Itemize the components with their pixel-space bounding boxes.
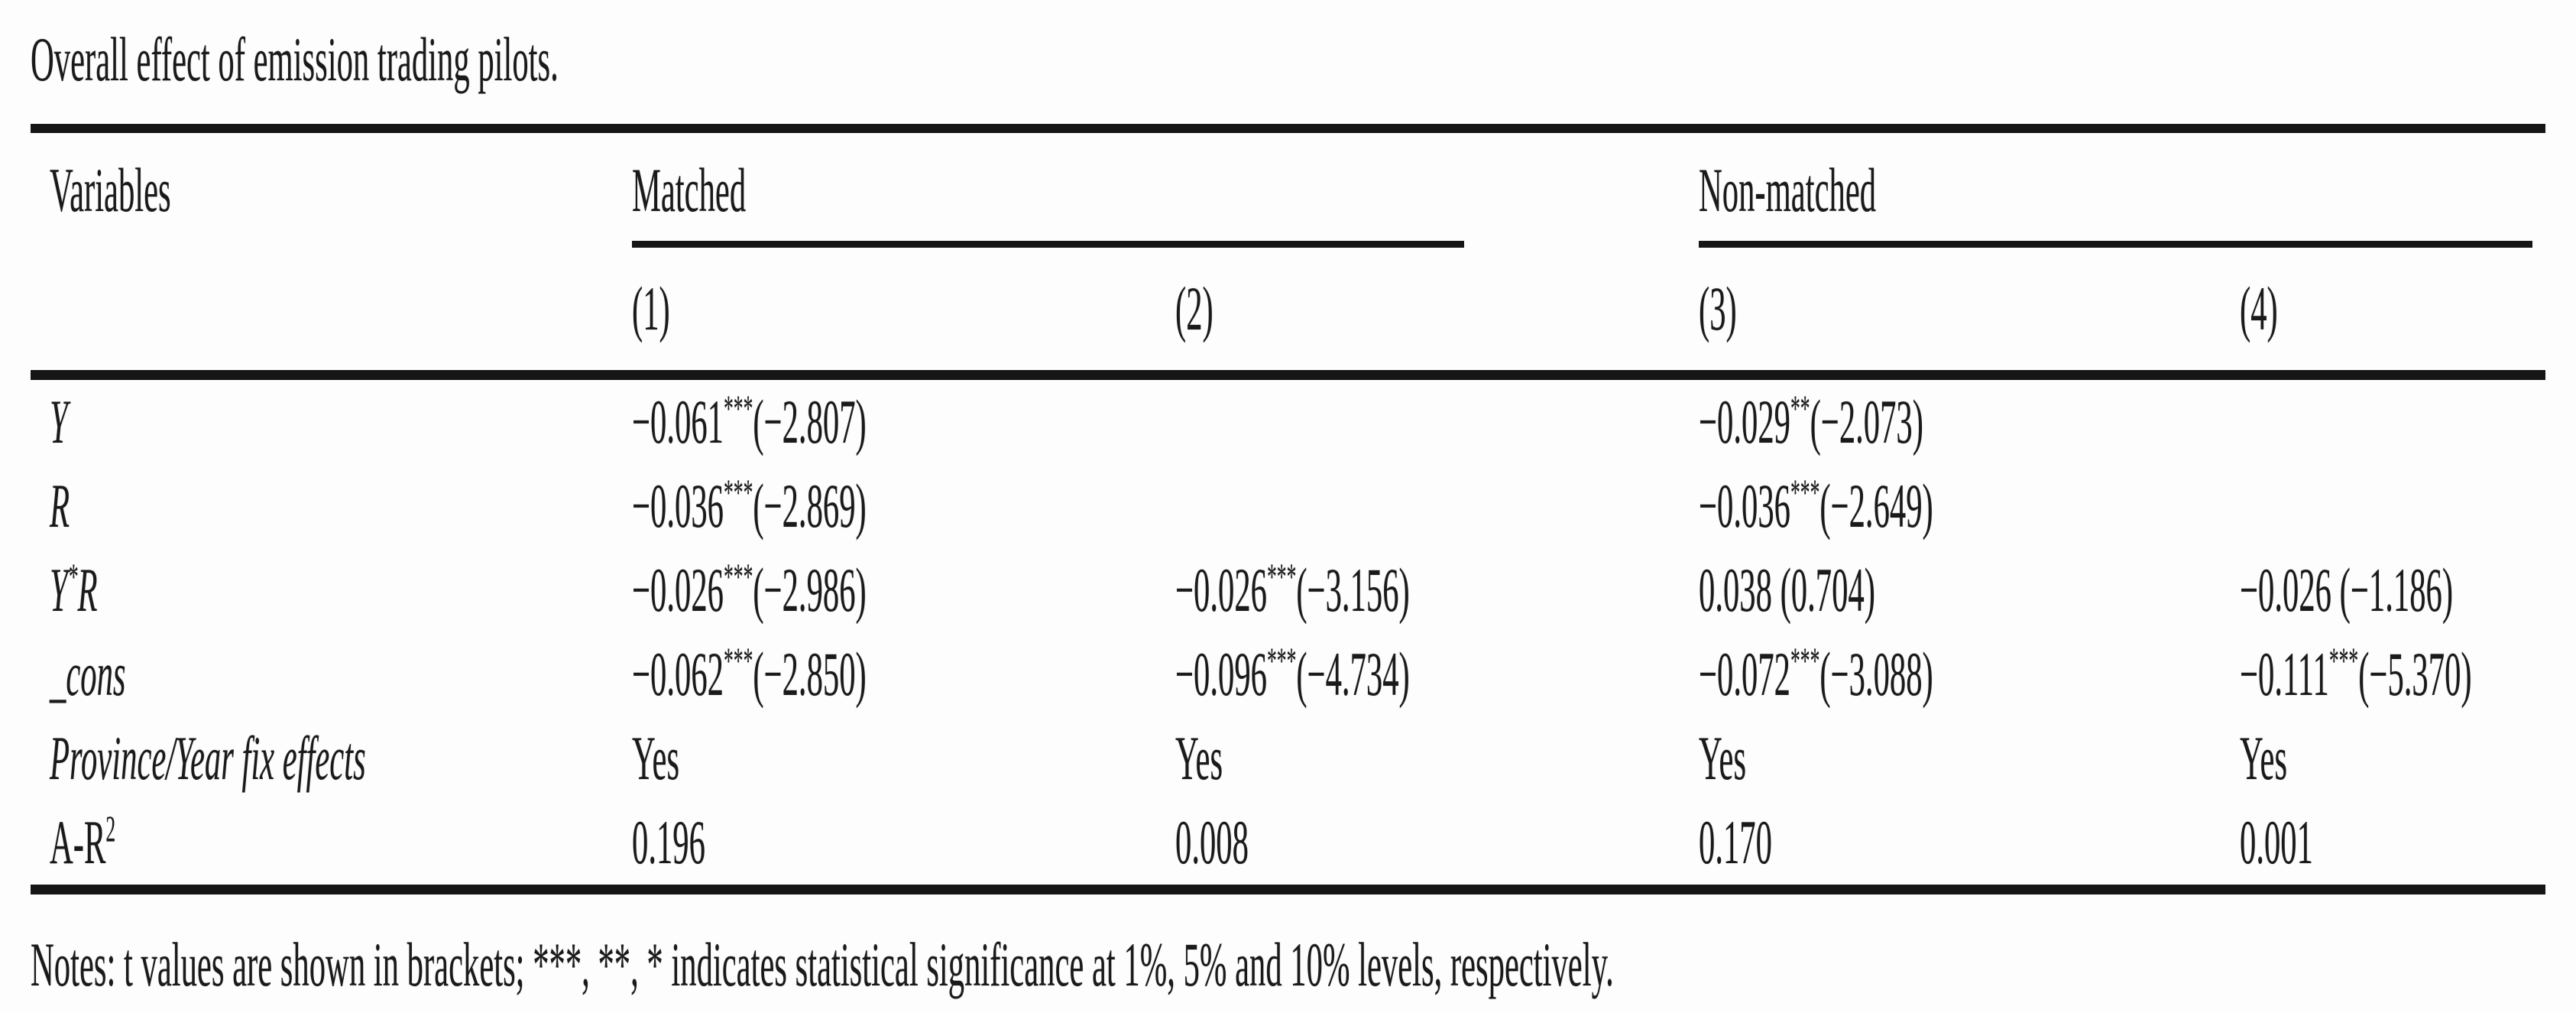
model-number-row: (1) (2) (3) (4)	[31, 247, 2546, 380]
table-row-y: Y −0.061***(−2.807) −0.029**(−2.073)	[31, 375, 2545, 464]
cell-r-1: −0.036***(−2.869)	[632, 470, 867, 541]
cell-yr-2: −0.026***(−3.156)	[1175, 554, 1410, 625]
col-header-model-1: (1)	[632, 247, 1175, 380]
cell-r-3: −0.036***(−2.649)	[1699, 470, 1933, 541]
table-notes-text: Notes: t values are shown in brackets; *…	[31, 929, 1614, 999]
col-header-model-4: (4)	[2240, 247, 2546, 380]
table-row-fixed-effects: Province/Year fix effects Yes Yes Yes Ye…	[31, 716, 2545, 800]
cell-fe-3: Yes	[1699, 722, 1747, 793]
row-label-fixed-effects: Province/Year fix effects	[50, 722, 366, 793]
col-header-model-2: (2)	[1175, 247, 1700, 380]
table-row-yr: Y*R −0.026***(−2.986) −0.026***(−3.156) …	[31, 548, 2545, 632]
col-header-empty	[31, 247, 632, 380]
row-label-yr: Y*R	[50, 554, 98, 625]
table-caption-text: Overall effect of emission trading pilot…	[31, 24, 559, 94]
cell-cons-4: −0.111***(−5.370)	[2240, 638, 2472, 709]
cell-r-2	[1175, 464, 1699, 548]
cell-cons-2: −0.096***(−4.734)	[1175, 638, 1410, 709]
non-matched-spanner-rule	[1699, 240, 2533, 248]
cell-r-4	[2240, 464, 2545, 548]
group-header-non-matched: Non-matched	[1699, 123, 2546, 248]
cell-cons-3: −0.072***(−3.088)	[1699, 638, 1933, 709]
cell-ar2-1: 0.196	[632, 800, 1175, 894]
cell-fe-4: Yes	[2240, 722, 2288, 793]
group-header-row: Variables Matched Non-matched	[31, 123, 2546, 248]
cell-y-2	[1175, 375, 1699, 464]
results-table: Variables Matched Non-matched (1) (2) (3…	[31, 123, 2546, 894]
cell-y-3: −0.029**(−2.073)	[1699, 386, 1923, 456]
cell-yr-3: 0.038 (0.704)	[1699, 554, 1875, 625]
cell-yr-1: −0.026***(−2.986)	[632, 554, 867, 625]
row-label-r: R	[50, 470, 70, 541]
table-caption: Overall effect of emission trading pilot…	[31, 24, 2545, 95]
cell-ar2-4: 0.001	[2240, 800, 2546, 894]
table-row-cons: _cons −0.062***(−2.850) −0.096***(−4.734…	[31, 632, 2545, 716]
matched-spanner-rule	[632, 240, 1464, 248]
cell-y-4	[2240, 375, 2545, 464]
col-header-model-3: (3)	[1699, 247, 2241, 380]
table-row-adj-r2: A-R2 0.196 0.008 0.170 0.001	[31, 800, 2546, 894]
table-row-r: R −0.036***(−2.869) −0.036***(−2.649)	[31, 464, 2545, 548]
cell-y-1: −0.061***(−2.807)	[632, 386, 867, 456]
cell-yr-4: −0.026 (−1.186)	[2240, 554, 2454, 625]
group-header-matched: Matched	[632, 123, 1700, 248]
cell-fe-2: Yes	[1175, 722, 1223, 793]
cell-fe-1: Yes	[632, 722, 680, 793]
row-label-adj-r2: A-R2	[31, 800, 632, 894]
col-header-variables: Variables	[31, 123, 632, 248]
cell-ar2-2: 0.008	[1175, 800, 1700, 894]
cell-ar2-3: 0.170	[1699, 800, 2241, 894]
cell-cons-1: −0.062***(−2.850)	[632, 638, 867, 709]
row-label-y: Y	[50, 386, 68, 456]
table-notes: Notes: t values are shown in brackets; *…	[31, 930, 2545, 1000]
row-label-cons: _cons	[50, 638, 126, 709]
